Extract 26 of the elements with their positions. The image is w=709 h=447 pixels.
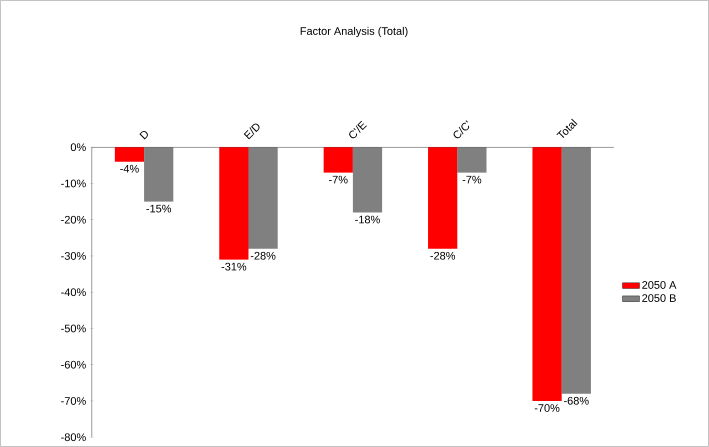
y-tick-label: -30% xyxy=(61,252,86,260)
x-tick-label: C/C' xyxy=(454,120,470,138)
data-label: -18% xyxy=(355,216,380,224)
data-label: -28% xyxy=(430,252,456,260)
y-tick-label: -40% xyxy=(61,288,86,296)
data-label: -70% xyxy=(534,404,560,412)
y-tick-label: -70% xyxy=(61,397,86,405)
data-label: -28% xyxy=(250,252,276,260)
legend-label: 2050 A xyxy=(642,281,676,289)
data-label: -15% xyxy=(146,204,172,212)
y-tick-label: -20% xyxy=(61,216,86,224)
y-tick-label: -10% xyxy=(61,180,86,188)
y-tick-label: -80% xyxy=(61,433,86,442)
y-tick-label: -60% xyxy=(61,360,86,369)
data-label: -4% xyxy=(120,164,139,173)
y-tick-label: 0% xyxy=(70,143,86,152)
x-tick-label: C'/E xyxy=(349,120,367,138)
chart-title: Factor Analysis (Total) xyxy=(300,26,408,38)
data-label: -68% xyxy=(564,396,589,405)
data-label: -7% xyxy=(329,176,348,184)
x-tick-label: D xyxy=(139,130,148,140)
legend-label: 2050 B xyxy=(642,294,676,302)
y-tick-label: -50% xyxy=(61,324,86,332)
data-label: -7% xyxy=(462,176,482,184)
x-tick-label: E/D xyxy=(244,124,260,140)
data-label: -31% xyxy=(222,262,246,271)
